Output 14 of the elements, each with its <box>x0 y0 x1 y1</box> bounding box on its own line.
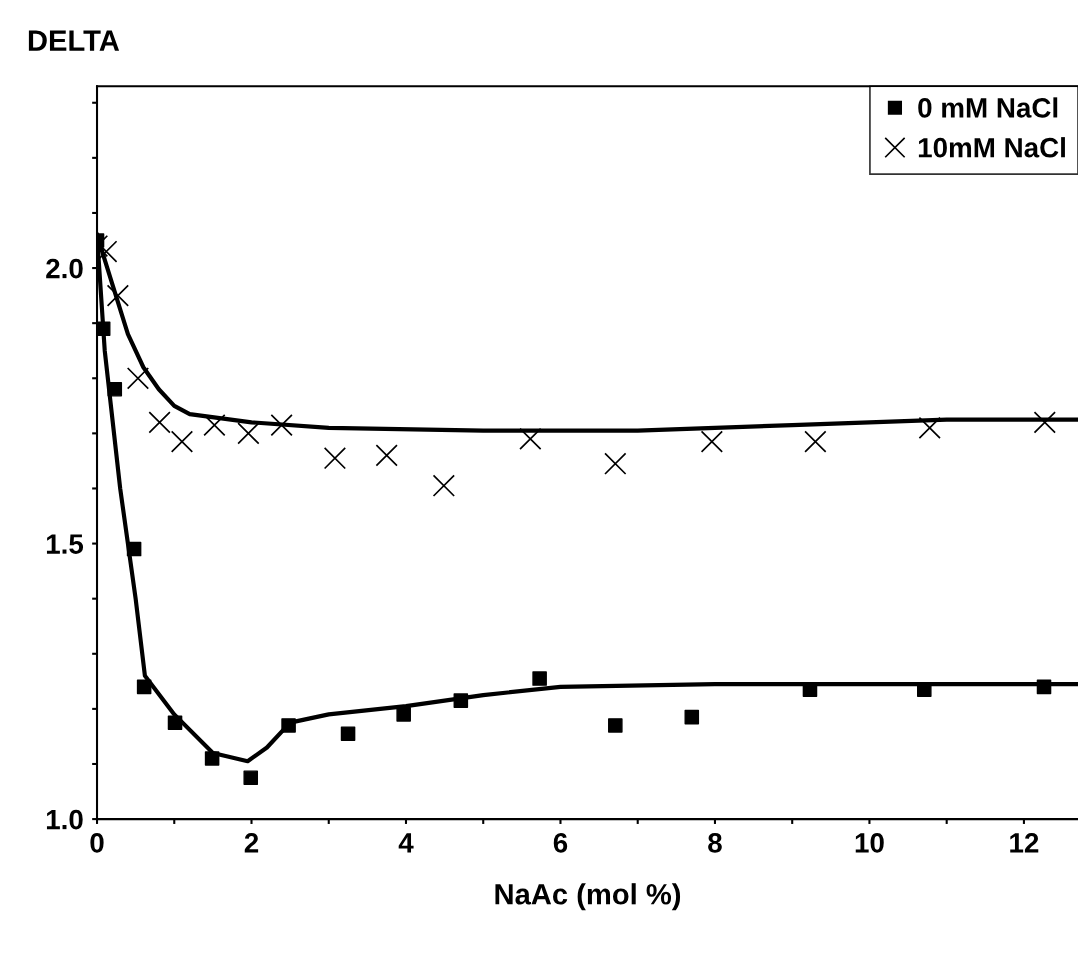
y-tick-label: 1.5 <box>46 534 84 554</box>
x-tick-label: 12 <box>1010 833 1039 853</box>
legend-label: 10mM NaCl <box>918 137 1065 158</box>
y-tick-label: 1.0 <box>46 809 83 830</box>
x-tick-label: 4 <box>398 833 414 853</box>
x-tick-label: 8 <box>708 833 722 853</box>
x-tick-label: 0 <box>90 833 104 853</box>
chart-title: DELTA <box>28 30 120 51</box>
x-tick-label: 2 <box>244 833 259 853</box>
y-tick-label: 2.0 <box>46 258 83 279</box>
x-tick-label: 10 <box>855 833 884 853</box>
x-axis-title: NaAc (mol %) <box>495 883 681 911</box>
x-tick-label: 6 <box>553 833 568 853</box>
legend-label: 0 mM NaCl <box>918 97 1058 118</box>
